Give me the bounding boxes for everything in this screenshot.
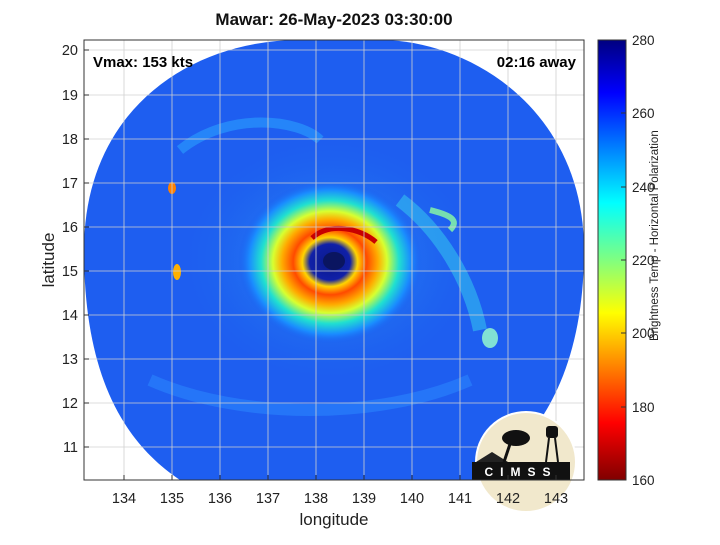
x-tick-label: 135 xyxy=(160,491,184,507)
colorbar-tick-label: 160 xyxy=(632,473,655,488)
colorbar-tick-label: 260 xyxy=(632,106,655,121)
y-tick-label: 14 xyxy=(62,308,78,324)
y-tick-label: 12 xyxy=(62,396,78,412)
y-axis-label: latitude xyxy=(39,232,58,288)
x-tick-label: 139 xyxy=(352,491,376,507)
y-tick-label: 17 xyxy=(62,176,78,192)
x-tick-label: 140 xyxy=(400,491,424,507)
time-away-label: 02:16 away xyxy=(496,54,576,71)
x-tick-label: 136 xyxy=(208,491,232,507)
y-tick-label: 18 xyxy=(62,132,78,148)
colorbar-label: Brightness Temp - Horizontal Polarizatio… xyxy=(649,130,661,341)
x-tick-label: 142 xyxy=(496,491,520,507)
chart-title: Mawar: 26-May-2023 03:30:00 xyxy=(215,10,453,29)
x-tick-label: 137 xyxy=(256,491,280,507)
y-tick-label: 11 xyxy=(63,440,78,456)
y-tick-label: 15 xyxy=(62,264,78,280)
x-tick-labels: 134 135 136 137 138 139 140 141 142 143 xyxy=(112,491,568,507)
x-axis-label: longitude xyxy=(299,510,369,529)
y-tick-labels: 20 19 18 17 16 15 14 13 12 11 xyxy=(62,43,78,456)
convection-cell xyxy=(173,264,181,280)
cimss-logo: CIMSS xyxy=(472,411,577,513)
x-tick-label: 134 xyxy=(112,491,136,507)
cimss-logo-text: CIMSS xyxy=(484,465,557,479)
x-tick-label: 143 xyxy=(544,491,568,507)
y-tick-label: 19 xyxy=(62,88,78,104)
vmax-label: Vmax: 153 kts xyxy=(93,54,194,71)
colorbar-tick-label: 240 xyxy=(632,180,655,195)
colorbar-tick-label: 220 xyxy=(632,253,655,268)
storm-eye xyxy=(323,252,345,270)
x-tick-label: 141 xyxy=(448,491,472,507)
y-tick-label: 13 xyxy=(62,352,78,368)
x-tick-label: 138 xyxy=(304,491,328,507)
colorbar-tick-label: 280 xyxy=(632,33,655,48)
y-tick-label: 16 xyxy=(62,220,78,236)
colorbar-tick-labels: 280 260 240 220 200 180 160 xyxy=(632,33,655,488)
axes-frame xyxy=(83,39,585,481)
microwave-swath xyxy=(84,40,584,480)
tick-marks xyxy=(84,49,557,480)
colorbar-tick-label: 180 xyxy=(632,400,655,415)
colorbar-tick-label: 200 xyxy=(632,326,655,341)
y-tick-label: 20 xyxy=(62,43,78,59)
grid xyxy=(84,40,584,480)
colorbar-tick-marks xyxy=(621,39,626,481)
